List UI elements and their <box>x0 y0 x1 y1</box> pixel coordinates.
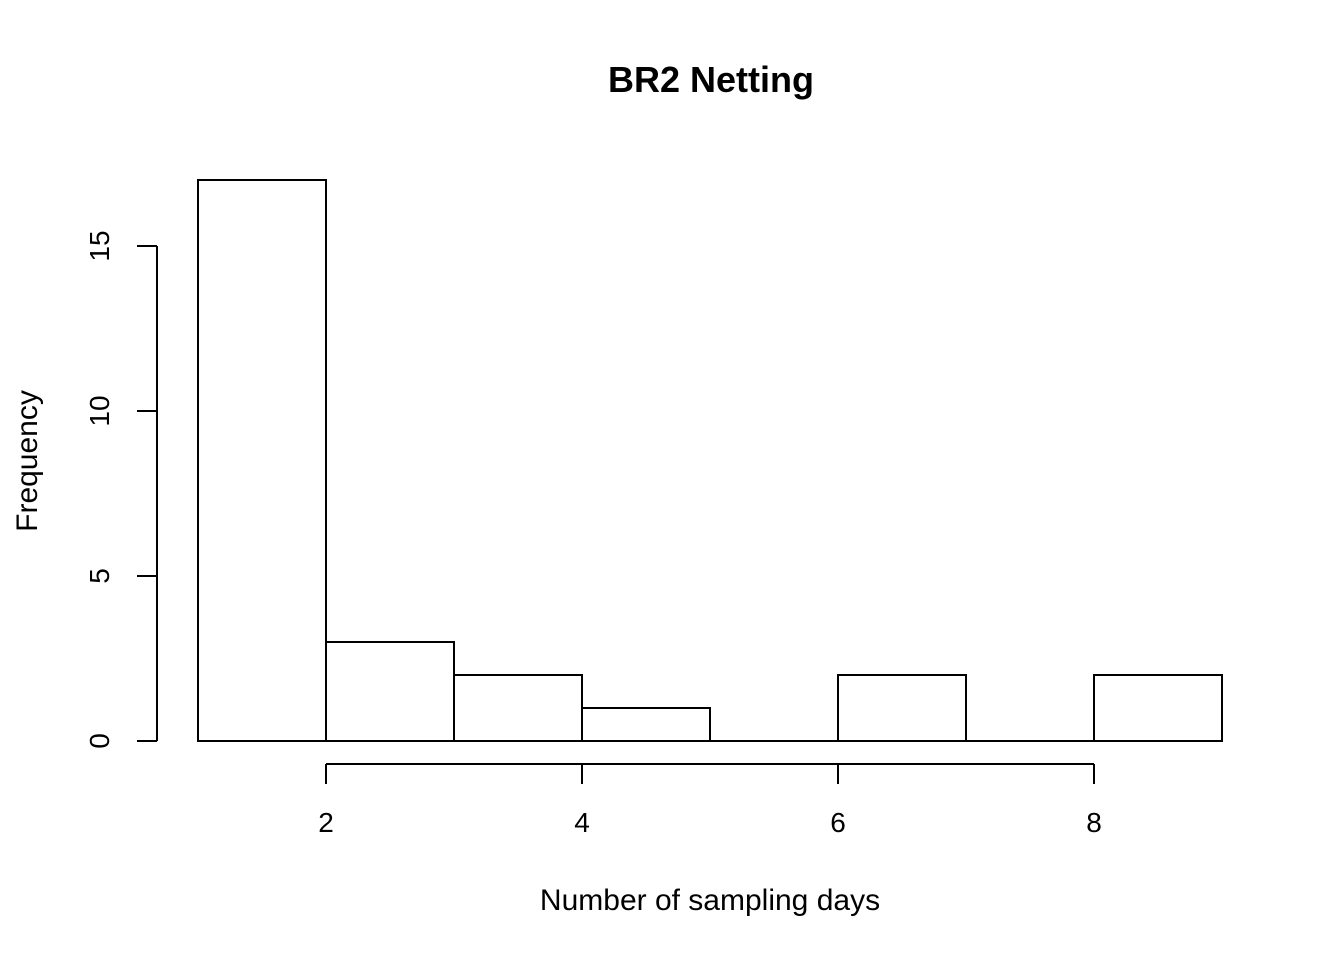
bars-group <box>197 179 1223 742</box>
histogram-bar-2-3 <box>325 641 455 742</box>
y-axis: 0 5 10 15 <box>84 230 158 749</box>
x-tick-label-8: 8 <box>1086 807 1102 838</box>
x-axis-label: Number of sampling days <box>540 884 880 917</box>
x-tick-label-6: 6 <box>830 807 846 838</box>
histogram-bar-1-2 <box>197 179 327 742</box>
histogram-bar-4-5 <box>581 707 711 742</box>
y-tick-label-5: 5 <box>84 568 115 584</box>
histogram-bar-8-9 <box>1093 674 1223 742</box>
x-tick-label-2: 2 <box>318 807 334 838</box>
x-tick-label-4: 4 <box>574 807 590 838</box>
histogram-bar-6-7 <box>837 674 967 742</box>
y-axis-label: Frequency <box>11 390 44 532</box>
y-tick-label-0: 0 <box>84 733 115 749</box>
y-tick-label-10: 10 <box>84 395 115 426</box>
x-axis: 2 4 6 8 <box>318 763 1102 838</box>
chart-title: BR2 Netting <box>608 59 814 100</box>
y-tick-label-15: 15 <box>84 230 115 261</box>
histogram-bar-3-4 <box>453 674 583 742</box>
